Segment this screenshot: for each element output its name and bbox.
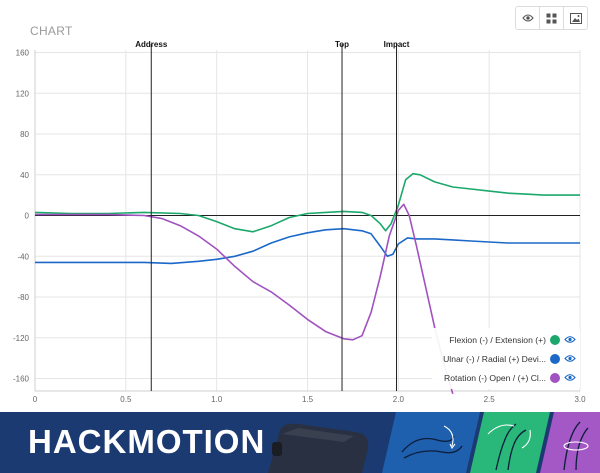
y-tick-label: 0 bbox=[25, 212, 30, 221]
series-line bbox=[35, 203, 454, 395]
legend-label: Flexion (-) / Extension (+) bbox=[449, 334, 546, 345]
legend-color-dot bbox=[550, 334, 560, 345]
legend-item-ulnar[interactable]: Ulnar (-) / Radial (+) Devi... bbox=[432, 349, 580, 368]
x-tick-label: 2.5 bbox=[484, 395, 496, 404]
eye-icon[interactable] bbox=[564, 335, 576, 344]
x-tick-label: 3.0 bbox=[574, 395, 586, 404]
export-image-button[interactable] bbox=[564, 7, 587, 29]
legend-item-rotation[interactable]: Rotation (-) Open / (+) Cl... bbox=[432, 368, 580, 387]
image-icon bbox=[569, 12, 582, 24]
y-tick-label: 120 bbox=[16, 89, 30, 98]
legend-color-dot bbox=[550, 372, 560, 383]
y-tick-label: -80 bbox=[17, 293, 29, 302]
brand-footer: HACKMOTION bbox=[0, 412, 600, 473]
toggle-visibility-button[interactable] bbox=[516, 7, 540, 29]
sensor-device-image bbox=[268, 423, 369, 473]
legend-label: Ulnar (-) / Radial (+) Devi... bbox=[443, 353, 546, 364]
chart-panel: CHART 160 120 80 40 0 -40 -80 -120 -160 0 0.5 1. bbox=[12, 6, 588, 404]
x-tick-label: 2.0 bbox=[393, 395, 405, 404]
wrist-flexion-tile bbox=[382, 412, 480, 473]
grid-view-button[interactable] bbox=[540, 7, 564, 29]
chart-legend: Flexion (-) / Extension (+) Ulnar (-) / … bbox=[432, 328, 580, 389]
y-tick-label: -40 bbox=[17, 252, 29, 261]
eye-icon[interactable] bbox=[564, 354, 576, 363]
y-tick-label: -160 bbox=[13, 375, 30, 384]
eye-icon[interactable] bbox=[564, 373, 576, 382]
chart-title: CHART bbox=[30, 24, 73, 38]
event-marker-label: Top bbox=[335, 40, 349, 49]
x-tick-label: 1.0 bbox=[211, 395, 223, 404]
event-marker-label: Impact bbox=[384, 40, 410, 49]
y-tick-label: 40 bbox=[20, 171, 29, 180]
legend-item-flexion[interactable]: Flexion (-) / Extension (+) bbox=[432, 330, 580, 349]
legend-color-dot bbox=[550, 353, 560, 364]
x-tick-label: 0.5 bbox=[120, 395, 132, 404]
line-chart: 160 120 80 40 0 -40 -80 -120 -160 0 0.5 1.0 1.5 2.0 2.… bbox=[13, 40, 586, 404]
eye-icon bbox=[521, 14, 534, 22]
wrist-deviation-tile bbox=[470, 412, 550, 473]
y-tick-label: 80 bbox=[20, 130, 29, 139]
legend-label: Rotation (-) Open / (+) Cl... bbox=[444, 372, 546, 383]
series-line bbox=[34, 172, 580, 233]
y-tick-label: 160 bbox=[16, 49, 30, 58]
series-line bbox=[35, 227, 580, 265]
x-tick-label: 1.5 bbox=[302, 395, 314, 404]
grid-icon bbox=[546, 13, 557, 23]
y-tick-label: -120 bbox=[13, 334, 30, 343]
chart-toolbar bbox=[515, 6, 588, 30]
hackmotion-logo: HACKMOTION bbox=[28, 423, 266, 460]
x-tick-label: 0 bbox=[33, 395, 38, 404]
event-marker-label: Address bbox=[135, 40, 168, 49]
wrist-rotation-tile bbox=[540, 412, 600, 473]
